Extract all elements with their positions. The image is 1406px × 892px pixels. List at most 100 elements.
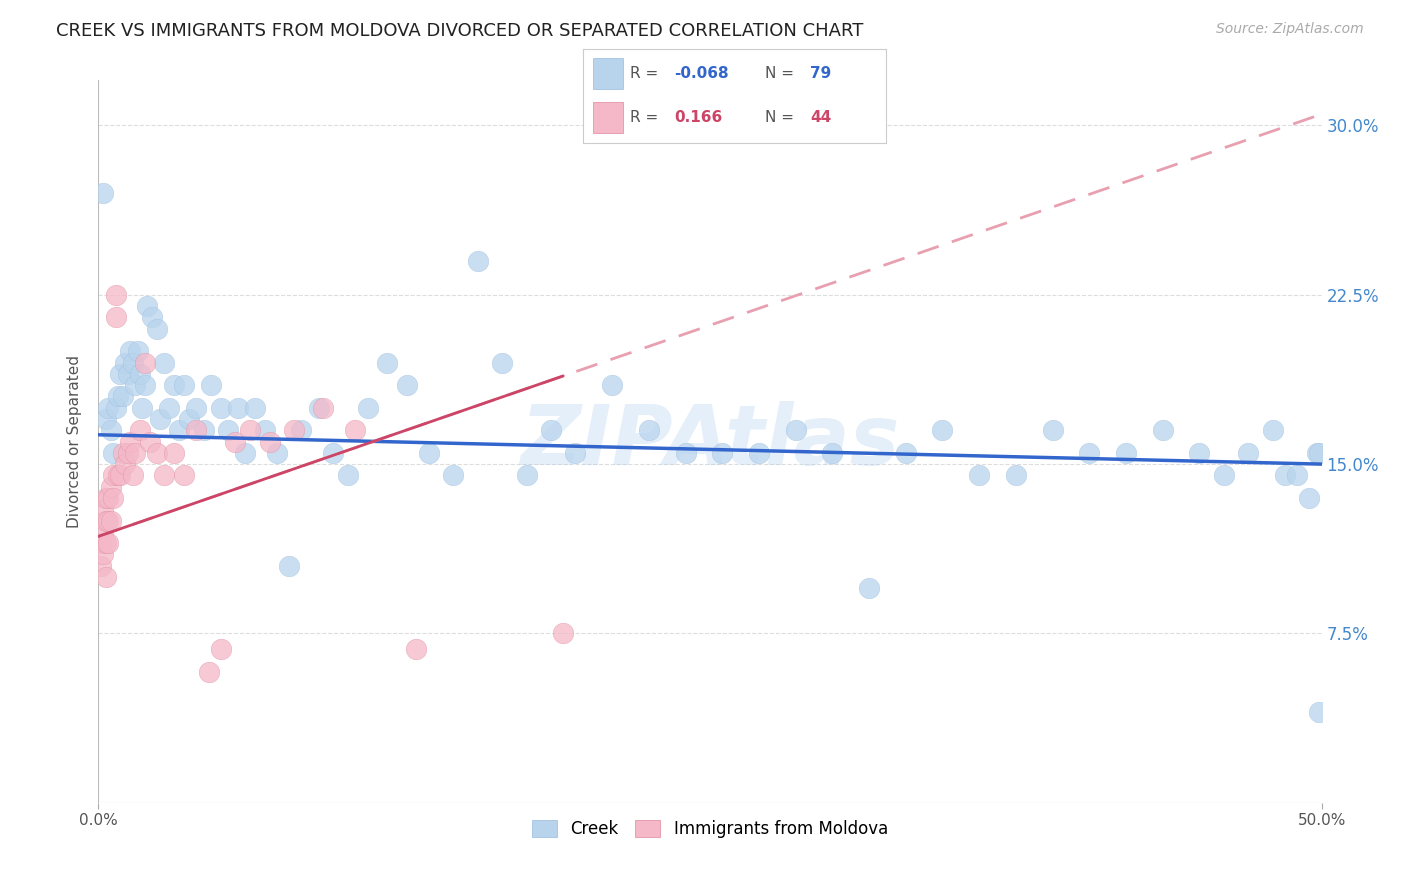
Point bbox=[107, 389, 129, 403]
Text: Source: ZipAtlas.com: Source: ZipAtlas.com bbox=[1216, 22, 1364, 37]
Point bbox=[1286, 468, 1309, 483]
Point bbox=[467, 253, 489, 268]
Point bbox=[157, 401, 180, 415]
Point bbox=[134, 378, 156, 392]
Point bbox=[253, 423, 276, 437]
Point bbox=[1188, 446, 1211, 460]
Legend: Creek, Immigrants from Moldova: Creek, Immigrants from Moldova bbox=[526, 814, 894, 845]
Point bbox=[600, 378, 623, 392]
Point bbox=[129, 367, 152, 381]
Point bbox=[111, 446, 134, 460]
Point bbox=[100, 423, 122, 437]
Text: N =: N = bbox=[765, 111, 799, 126]
Point bbox=[107, 468, 129, 483]
Point bbox=[1274, 468, 1296, 483]
Text: 79: 79 bbox=[810, 66, 831, 81]
Point bbox=[266, 446, 288, 460]
Point bbox=[967, 468, 990, 483]
Point bbox=[1078, 446, 1101, 460]
Text: CREEK VS IMMIGRANTS FROM MOLDOVA DIVORCED OR SEPARATED CORRELATION CHART: CREEK VS IMMIGRANTS FROM MOLDOVA DIVORCE… bbox=[56, 22, 863, 40]
Point bbox=[675, 446, 697, 460]
Point bbox=[121, 355, 143, 369]
Point bbox=[1212, 468, 1234, 483]
Point bbox=[259, 434, 281, 449]
Point bbox=[97, 401, 120, 415]
Point bbox=[101, 491, 124, 505]
Point bbox=[193, 423, 215, 437]
Point bbox=[209, 642, 232, 657]
Point bbox=[100, 514, 122, 528]
Point bbox=[209, 401, 232, 415]
Point bbox=[110, 468, 132, 483]
Point bbox=[491, 355, 513, 369]
Point bbox=[224, 434, 246, 449]
Point bbox=[94, 536, 117, 550]
Point bbox=[141, 310, 163, 325]
Point bbox=[97, 514, 120, 528]
Point bbox=[101, 446, 124, 460]
Point bbox=[110, 367, 132, 381]
Point bbox=[177, 412, 200, 426]
Point bbox=[94, 412, 117, 426]
Point bbox=[553, 626, 575, 640]
Point bbox=[120, 434, 142, 449]
Point bbox=[1237, 446, 1260, 460]
Point bbox=[134, 355, 156, 369]
Point bbox=[418, 446, 440, 460]
Point bbox=[114, 355, 136, 369]
Point bbox=[233, 446, 256, 460]
Point bbox=[173, 468, 195, 483]
Point bbox=[186, 401, 208, 415]
Point bbox=[200, 378, 222, 392]
Point bbox=[124, 378, 146, 392]
Point bbox=[117, 446, 139, 460]
Point bbox=[153, 355, 176, 369]
Point bbox=[1308, 706, 1330, 720]
Point bbox=[91, 186, 114, 201]
Point bbox=[1261, 423, 1284, 437]
Point bbox=[163, 378, 186, 392]
Point bbox=[94, 514, 117, 528]
Text: R =: R = bbox=[630, 66, 664, 81]
Point bbox=[131, 401, 153, 415]
Point bbox=[217, 423, 239, 437]
Point bbox=[94, 570, 117, 584]
Point bbox=[91, 524, 114, 539]
Point bbox=[785, 423, 807, 437]
Point bbox=[748, 446, 770, 460]
Point bbox=[226, 401, 249, 415]
Y-axis label: Divorced or Separated: Divorced or Separated bbox=[67, 355, 83, 528]
Point bbox=[1042, 423, 1064, 437]
Text: -0.068: -0.068 bbox=[675, 66, 728, 81]
Point bbox=[129, 423, 152, 437]
Point bbox=[711, 446, 734, 460]
Text: ZIPAtlas: ZIPAtlas bbox=[520, 401, 900, 482]
Point bbox=[167, 423, 190, 437]
Point bbox=[243, 401, 266, 415]
Point bbox=[441, 468, 464, 483]
Point bbox=[104, 310, 127, 325]
Point bbox=[163, 446, 186, 460]
Point bbox=[395, 378, 418, 392]
Point bbox=[931, 423, 953, 437]
Point bbox=[322, 446, 344, 460]
Point bbox=[91, 548, 114, 562]
Point bbox=[356, 401, 378, 415]
Point bbox=[121, 468, 143, 483]
Point bbox=[127, 344, 149, 359]
Point bbox=[186, 423, 208, 437]
Point bbox=[278, 558, 301, 573]
Text: 0.166: 0.166 bbox=[675, 111, 723, 126]
Point bbox=[564, 446, 586, 460]
Point bbox=[1004, 468, 1026, 483]
Point bbox=[336, 468, 359, 483]
Point bbox=[97, 491, 120, 505]
Point bbox=[136, 299, 159, 313]
Point bbox=[120, 344, 142, 359]
Point bbox=[1152, 423, 1174, 437]
Point bbox=[308, 401, 330, 415]
Point bbox=[91, 502, 114, 516]
Point bbox=[283, 423, 305, 437]
Point bbox=[344, 423, 367, 437]
Point bbox=[117, 367, 139, 381]
